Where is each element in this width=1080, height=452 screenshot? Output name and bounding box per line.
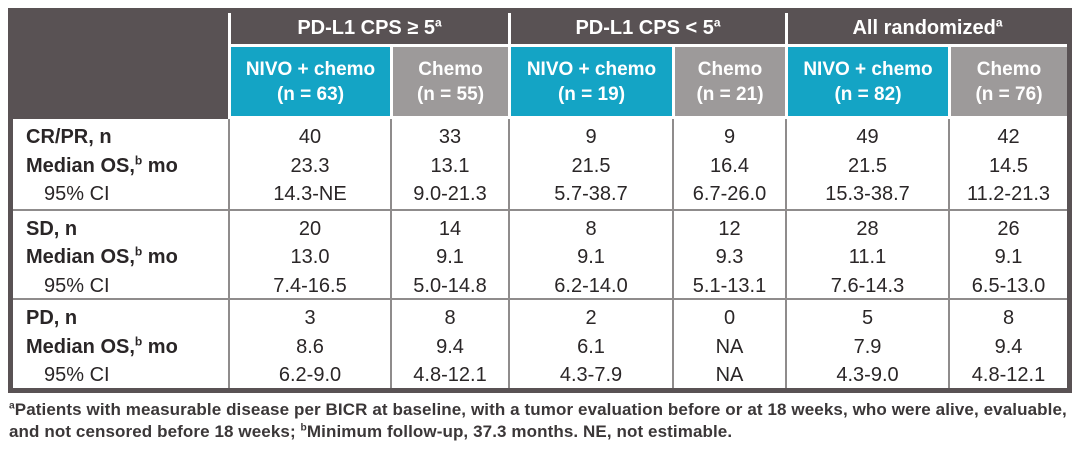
group-header-all-randomized: All randomizeda xyxy=(785,13,1067,47)
row-label-name: SD, n xyxy=(26,217,78,240)
arm-n: (n = 21) xyxy=(696,83,764,105)
cell-crpr-chemo21: 9 16.4 6.7-26.0 xyxy=(672,119,785,209)
superscript-b: b xyxy=(300,422,307,434)
row-label-ci: 95% CI xyxy=(44,274,110,297)
row-label-pd: PD, n Median OS,b mo 95% CI xyxy=(13,298,228,388)
cell-sd-chemo55: 14 9.1 5.0-14.8 xyxy=(390,208,508,299)
arm-drug: NIVO + chemo xyxy=(526,58,657,80)
row-label-ci: 95% CI xyxy=(44,364,110,387)
arm-n: (n = 19) xyxy=(557,83,626,105)
row-label-median-os: Median OS,b mo xyxy=(26,334,178,358)
table-header: PD-L1 CPS ≥ 5a PD-L1 CPS < 5a All random… xyxy=(13,13,1067,119)
table-footnote: aPatients with measurable disease per BI… xyxy=(9,399,1067,443)
superscript-a: a xyxy=(9,400,15,412)
cell-crpr-nivo82: 49 21.5 15.3-38.7 xyxy=(785,119,948,209)
superscript-a: a xyxy=(435,15,442,30)
arm-drug: Chemo xyxy=(418,58,483,80)
arm-header-chemo-76: Chemo (n = 76) xyxy=(948,47,1067,119)
table-body: CR/PR, n Median OS,b mo 95% CI 40 23.3 1… xyxy=(13,119,1067,388)
row-label-median-os: Median OS,b mo xyxy=(26,244,178,269)
cell-crpr-nivo63: 40 23.3 14.3-NE xyxy=(228,119,390,209)
row-label-name: PD, n xyxy=(26,307,78,330)
row-label-crpr: CR/PR, n Median OS,b mo 95% CI xyxy=(13,119,228,209)
cell-crpr-chemo55: 33 13.1 9.0-21.3 xyxy=(390,119,508,209)
superscript-b: b xyxy=(134,244,143,259)
cell-pd-chemo55: 8 9.4 4.8-12.1 xyxy=(390,298,508,388)
group-label: All randomizeda xyxy=(852,15,1003,39)
arm-drug: Chemo xyxy=(697,58,763,80)
superscript-a: a xyxy=(995,15,1003,30)
arm-n: (n = 82) xyxy=(834,83,902,105)
arm-header-nivo-chemo-63: NIVO + chemo (n = 63) xyxy=(228,47,390,119)
cell-pd-nivo82: 5 7.9 4.3-9.0 xyxy=(785,298,948,388)
arm-header-chemo-55: Chemo (n = 55) xyxy=(390,47,508,119)
footnote-text-b: Minimum follow-up, 37.3 months. NE, not … xyxy=(306,422,733,441)
arm-header-nivo-chemo-82: NIVO + chemo (n = 82) xyxy=(785,47,948,119)
arm-n: (n = 63) xyxy=(276,83,345,105)
cell-sd-nivo63: 20 13.0 7.4-16.5 xyxy=(228,208,390,299)
arm-drug: NIVO + chemo xyxy=(803,58,933,80)
cell-sd-chemo21: 12 9.3 5.1-13.1 xyxy=(672,208,785,299)
group-label: PD-L1 CPS < 5a xyxy=(575,15,721,39)
group-label: PD-L1 CPS ≥ 5a xyxy=(297,15,442,39)
header-corner-cell xyxy=(13,13,228,119)
superscript-b: b xyxy=(134,152,143,167)
arm-header-nivo-chemo-19: NIVO + chemo (n = 19) xyxy=(508,47,672,119)
arm-n: (n = 76) xyxy=(975,83,1043,105)
footnote-text-a: Patients with measurable disease per BIC… xyxy=(9,400,1067,441)
superscript-a: a xyxy=(713,15,721,30)
arm-drug: Chemo xyxy=(976,58,1042,80)
group-header-pdl1-ge5: PD-L1 CPS ≥ 5a xyxy=(228,13,508,47)
row-label-name: CR/PR, n xyxy=(26,126,112,148)
cell-pd-chemo76: 8 9.4 4.8-12.1 xyxy=(948,298,1067,388)
superscript-b: b xyxy=(134,334,143,349)
row-label-sd: SD, n Median OS,b mo 95% CI xyxy=(13,208,228,299)
row-label-median-os: Median OS,b mo xyxy=(26,152,178,177)
cell-pd-nivo19: 2 6.1 4.3-7.9 xyxy=(508,298,672,388)
cell-crpr-chemo76: 42 14.5 11.2-21.3 xyxy=(948,119,1067,209)
arm-drug: NIVO + chemo xyxy=(245,58,376,80)
arm-header-chemo-21: Chemo (n = 21) xyxy=(672,47,785,119)
group-header-pdl1-lt5: PD-L1 CPS < 5a xyxy=(508,13,785,47)
cell-pd-nivo63: 3 8.6 6.2-9.0 xyxy=(228,298,390,388)
results-table: PD-L1 CPS ≥ 5a PD-L1 CPS < 5a All random… xyxy=(8,8,1072,393)
row-label-ci: 95% CI xyxy=(44,183,110,205)
cell-sd-chemo76: 26 9.1 6.5-13.0 xyxy=(948,208,1067,299)
cell-sd-nivo82: 28 11.1 7.6-14.3 xyxy=(785,208,948,299)
cell-crpr-nivo19: 9 21.5 5.7-38.7 xyxy=(508,119,672,209)
cell-pd-chemo21: 0 NA NA xyxy=(672,298,785,388)
arm-n: (n = 55) xyxy=(416,83,485,105)
cell-sd-nivo19: 8 9.1 6.2-14.0 xyxy=(508,208,672,299)
